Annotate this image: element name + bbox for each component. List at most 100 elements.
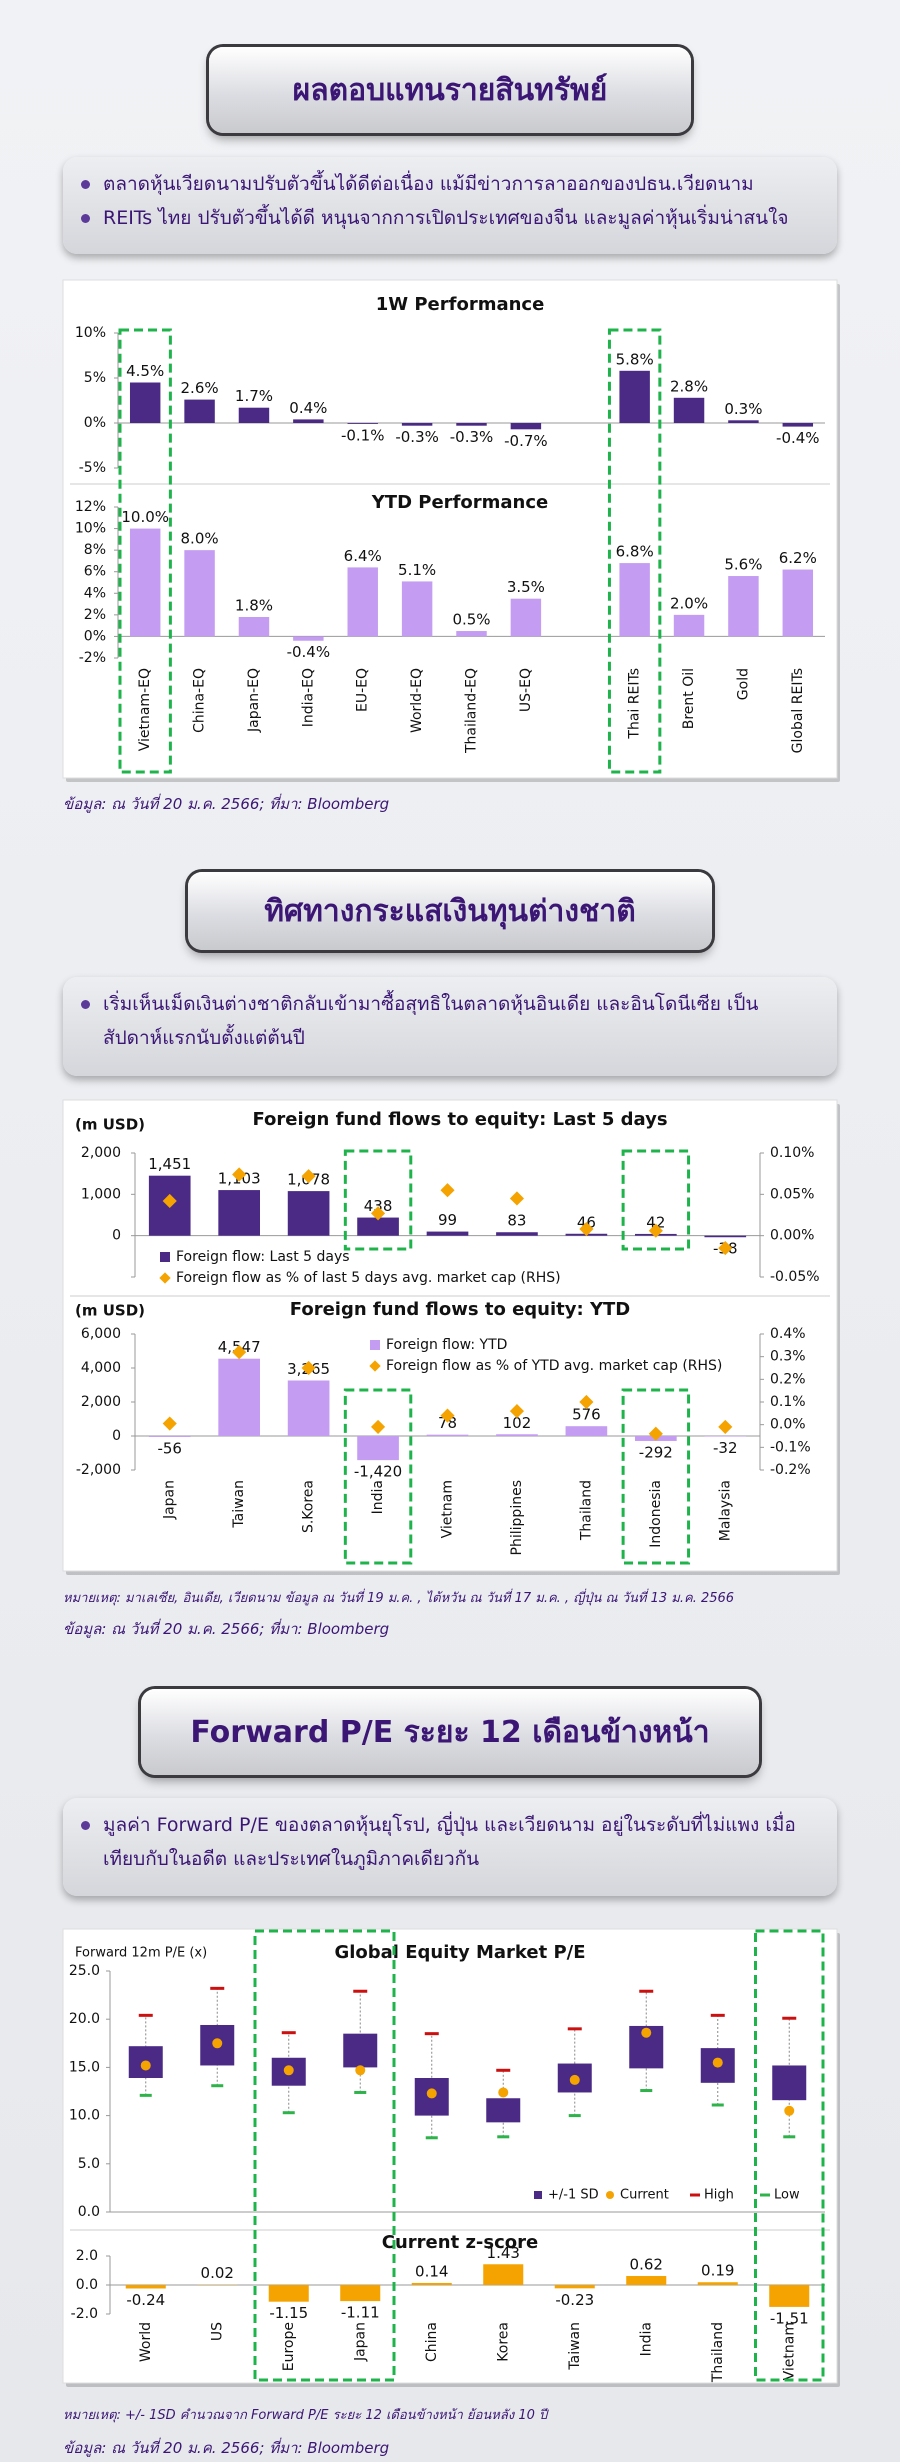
- source: ข้อมูล: ณ วันที่ 20 ม.ค. 2566; ที่มา: Bl…: [63, 795, 390, 813]
- bar: [619, 370, 650, 423]
- data-label: 2.0%: [670, 594, 708, 612]
- tick-label: 0.1%: [770, 1394, 806, 1410]
- bar: [238, 407, 270, 423]
- tick-label: 0.0: [78, 2204, 100, 2220]
- data-label: 0.14: [415, 2262, 448, 2280]
- data-label: 8.0%: [181, 530, 219, 548]
- bullet: REITs ไทย ปรับตัวขึ้นได้ดี หนุนจากการเปิ…: [81, 201, 817, 235]
- bar: [496, 1434, 538, 1436]
- data-label: 1,451: [148, 1155, 191, 1173]
- tick-label: 2.0: [76, 2248, 98, 2264]
- bullets: เริ่มเห็นเม็ดเงินต่างชาติกลับเข้ามาซื้อส…: [63, 977, 837, 1076]
- note: หมายเหตุ: +/- 1SD คำนวณจาก Forward P/E ร…: [63, 2408, 548, 2423]
- panel: [62, 1099, 838, 1572]
- bar: [340, 2285, 381, 2302]
- x-tick-label: S.Korea: [301, 1480, 317, 1533]
- bar: [704, 1436, 747, 1437]
- sd-box: [772, 2065, 807, 2101]
- tick-label: 20.0: [69, 2011, 100, 2027]
- tick-label: -2%: [79, 650, 106, 666]
- tick-label: 0%: [84, 628, 106, 644]
- x-tick-label: Thai REITs: [627, 668, 643, 740]
- note: หมายเหตุ: มาเลเซีย, อินเดีย, เวียดนาม ข้…: [63, 1591, 735, 1606]
- bar: [293, 636, 324, 641]
- current-mark: [426, 2088, 437, 2099]
- highlight: [621, 1388, 691, 1565]
- tick-label: -0.2%: [770, 1462, 811, 1478]
- x-tick-label: Thailand-EQ: [464, 668, 480, 754]
- data-label: 5.1%: [398, 561, 436, 579]
- bar: [782, 423, 814, 427]
- marker: [579, 1221, 594, 1237]
- tick-label: -0.1%: [770, 1439, 811, 1455]
- x-tick-label: India: [638, 2322, 654, 2356]
- current-mark: [140, 2060, 151, 2071]
- marker: [370, 1419, 386, 1435]
- bar: [287, 1380, 330, 1436]
- legend-label: Foreign flow: YTD: [386, 1337, 507, 1353]
- tick-label: 0.0%: [770, 1417, 806, 1433]
- data-label: 78: [438, 1414, 457, 1432]
- marker: [509, 1191, 525, 1206]
- x-tick-label: Vietnam: [440, 1480, 456, 1538]
- bar: [673, 397, 705, 423]
- x-tick-label: Malaysia: [717, 1480, 733, 1541]
- bar: [268, 2285, 309, 2302]
- tick-label: 15.0: [69, 2059, 100, 2075]
- legend-swatch: [606, 2191, 614, 2199]
- bar: [782, 569, 814, 637]
- x-tick-label: Thailand: [578, 1480, 594, 1541]
- tick-label: 12%: [75, 499, 106, 515]
- bar: [496, 1232, 538, 1236]
- tick-label: 10%: [75, 521, 106, 537]
- tick-label: 0.0: [76, 2277, 98, 2293]
- marker: [718, 1240, 733, 1256]
- bar: [218, 1358, 260, 1436]
- data-label: 102: [503, 1414, 532, 1432]
- data-label: 5.6%: [724, 556, 762, 574]
- tick-label: 2,000: [81, 1394, 121, 1410]
- chart-title: Foreign fund flows to equity: Last 5 day…: [252, 1109, 667, 1130]
- tick-label: 6,000: [81, 1326, 121, 1342]
- tick-label: 6%: [84, 564, 106, 580]
- data-label: 1.7%: [235, 387, 273, 405]
- bar: [728, 420, 759, 423]
- bullet: ตลาดหุ้นเวียดนามปรับตัวขึ้นได้ดีต่อเนื่อ…: [81, 167, 817, 201]
- tick-label: 5%: [84, 370, 106, 386]
- x-tick-label: Thailand: [710, 2322, 726, 2383]
- data-label: 42: [646, 1213, 665, 1231]
- x-tick-label: Indonesia: [648, 1480, 664, 1548]
- x-tick-label: Europe: [281, 2322, 297, 2371]
- data-label: -0.7%: [504, 432, 548, 450]
- bar: [184, 399, 215, 423]
- bar: [287, 1191, 330, 1236]
- marker: [370, 1206, 386, 1221]
- marker: [301, 1360, 316, 1376]
- marker: [232, 1167, 247, 1182]
- marker: [648, 1223, 663, 1238]
- bar: [704, 1235, 747, 1238]
- marker: [162, 1416, 177, 1431]
- tick-label: 2,000: [81, 1145, 121, 1161]
- data-label: 10.0%: [121, 508, 169, 526]
- bar: [293, 419, 324, 423]
- tick-label: 4%: [84, 585, 106, 601]
- legend-label: +/-1 SD: [548, 2188, 599, 2203]
- bullets: มูลค่า Forward P/E ของตลาดหุ้นยุโรป, ญี่…: [63, 1798, 837, 1896]
- highlight: [343, 1388, 413, 1565]
- x-tick-label: Japan-EQ: [246, 668, 262, 733]
- data-label: 0.62: [630, 2256, 663, 2274]
- tick-label: 2%: [84, 607, 106, 623]
- marker: [301, 1169, 316, 1184]
- data-label: 0.4%: [289, 399, 327, 417]
- x-tick-label: Taiwan: [567, 2322, 583, 2371]
- marker: [232, 1345, 247, 1360]
- marker: [718, 1419, 733, 1435]
- bar: [357, 1436, 399, 1461]
- bar: [184, 550, 215, 637]
- current-mark: [569, 2074, 580, 2085]
- x-tick-label: US: [209, 2322, 225, 2341]
- tick-label: -2.0: [71, 2306, 98, 2322]
- legend-label: Current: [620, 2188, 669, 2203]
- y-axis-label: (m USD): [75, 1116, 145, 1134]
